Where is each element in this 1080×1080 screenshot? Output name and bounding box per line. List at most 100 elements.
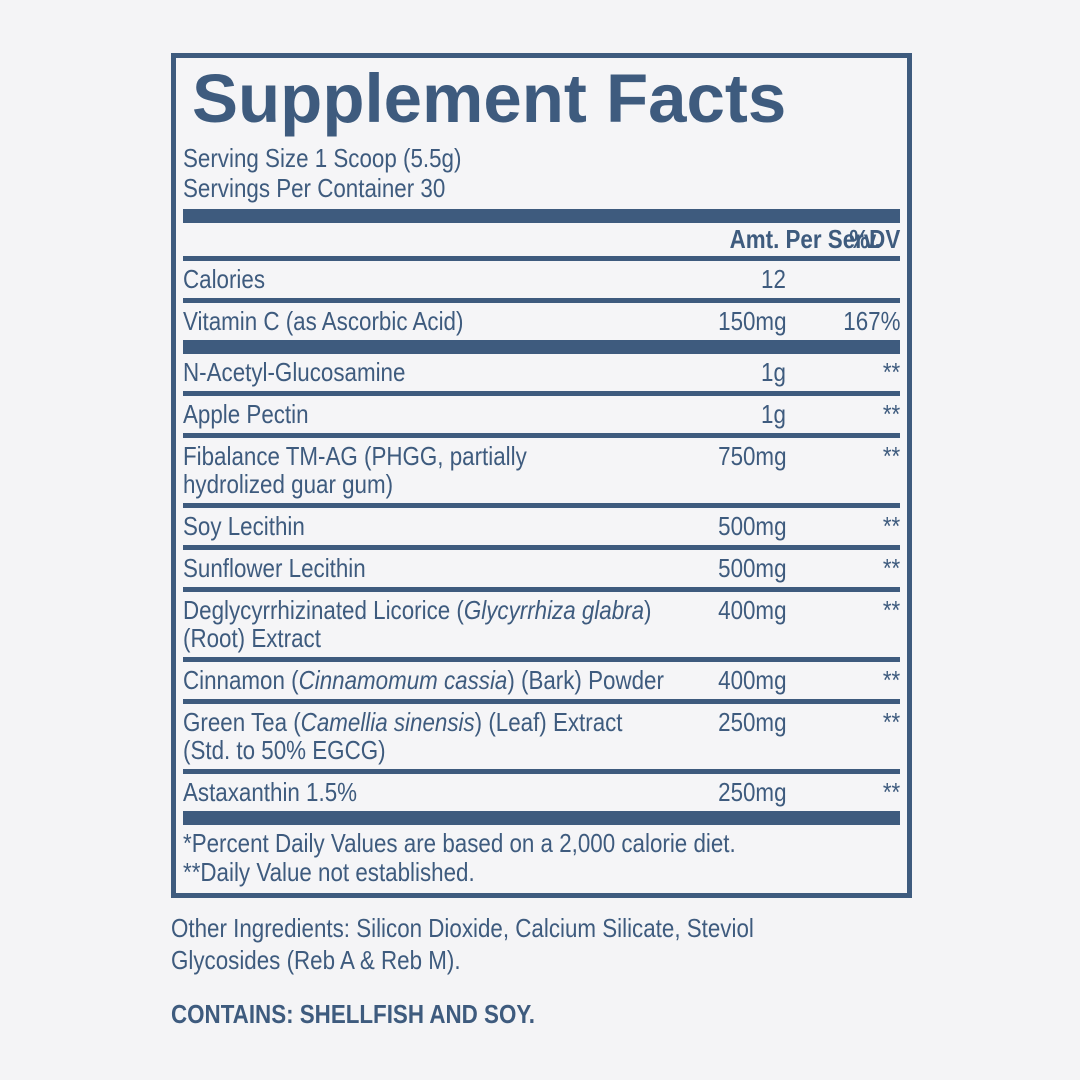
row-licorice: Deglycyrrhizinated Licorice (Glycyrrhiza… <box>183 592 900 657</box>
nutrient-name-text: Soy Lecithin <box>183 511 305 541</box>
footnote-daily-values: *Percent Daily Values are based on a 2,0… <box>183 829 900 858</box>
thick-divider-top <box>183 209 900 223</box>
amount-value: 400mg <box>705 596 800 624</box>
row-soy-lecithin: Soy Lecithin 500mg ** <box>183 508 900 545</box>
row-astaxanthin: Astaxanthin 1.5% 250mg ** <box>183 774 900 811</box>
nutrient-name-latin: Camellia sinensis <box>300 707 475 737</box>
serving-size-text: Serving Size 1 Scoop (5.5g) <box>183 143 462 173</box>
nutrient-name-text: Green Tea ( <box>183 707 301 737</box>
dv-value: ** <box>800 512 900 540</box>
thick-divider-middle <box>183 340 900 354</box>
amount-value: 1g <box>705 400 800 428</box>
amount-text: 400mg <box>717 665 786 695</box>
divider <box>183 699 900 704</box>
row-sunflower-lecithin: Sunflower Lecithin 500mg ** <box>183 550 900 587</box>
amount-text: 400mg <box>717 595 786 625</box>
divider <box>183 433 900 438</box>
nutrient-name: Apple Pectin <box>183 400 705 428</box>
dv-value: ** <box>800 442 900 470</box>
amount-text: 250mg <box>717 777 786 807</box>
nutrient-name-text: N-Acetyl-Glucosamine <box>183 357 406 387</box>
below-panel: Other Ingredients: Silicon Dioxide, Calc… <box>171 912 941 1030</box>
column-header-dv: %DV <box>800 225 900 253</box>
servings-per-container: Servings Per Container 30 <box>183 173 900 203</box>
nutrient-name-suffix: ) (Bark) Powder <box>507 665 664 695</box>
servings-per-container-text: Servings Per Container 30 <box>183 173 446 203</box>
dv-value: ** <box>800 400 900 428</box>
amount-value: 12 <box>705 265 800 293</box>
column-header-amount-text: Amt. Per Serv. <box>729 224 881 254</box>
other-ingredients-text: Other Ingredients: Silicon Dioxide, Calc… <box>171 913 754 975</box>
serving-size: Serving Size 1 Scoop (5.5g) <box>183 143 900 173</box>
divider <box>183 256 900 261</box>
supplement-facts-panel: Supplement Facts Serving Size 1 Scoop (5… <box>171 53 912 898</box>
nutrient-name-text: Deglycyrrhizinated Licorice ( <box>183 595 464 625</box>
dv-text: 167% <box>842 306 900 336</box>
allergen-statement-text: CONTAINS: SHELLFISH AND SOY. <box>171 999 535 1029</box>
amount-text: 500mg <box>717 553 786 583</box>
amount-text: 1g <box>761 357 786 387</box>
row-apple-pectin: Apple Pectin 1g ** <box>183 396 900 433</box>
dv-text: ** <box>882 441 900 471</box>
dv-text: ** <box>882 357 900 387</box>
nutrient-name-text: Apple Pectin <box>183 399 309 429</box>
divider <box>183 503 900 508</box>
footnote-not-established-text: **Daily Value not established. <box>183 857 475 887</box>
row-n-acetyl-glucosamine: N-Acetyl-Glucosamine 1g ** <box>183 354 900 391</box>
nutrient-name: Calories <box>183 265 705 293</box>
row-green-tea: Green Tea (Camellia sinensis) (Leaf) Ext… <box>183 704 900 769</box>
nutrient-name-text: Fibalance TM-AG (PHGG, partially hydroli… <box>183 441 527 499</box>
divider <box>183 545 900 550</box>
nutrient-name: Green Tea (Camellia sinensis) (Leaf) Ext… <box>183 708 705 764</box>
divider <box>183 657 900 662</box>
allergen-statement: CONTAINS: SHELLFISH AND SOY. <box>171 998 941 1030</box>
amount-value: 750mg <box>705 442 800 470</box>
nutrient-name-text: Cinnamon ( <box>183 665 299 695</box>
nutrient-name: Sunflower Lecithin <box>183 554 705 582</box>
nutrient-name: Cinnamon (Cinnamomum cassia) (Bark) Powd… <box>183 666 705 694</box>
dv-value: ** <box>800 778 900 806</box>
nutrient-name: Deglycyrrhizinated Licorice (Glycyrrhiza… <box>183 596 705 652</box>
nutrient-name-text: Vitamin C (as Ascorbic Acid) <box>183 306 464 336</box>
divider <box>183 769 900 774</box>
dv-value <box>800 265 900 293</box>
amount-text: 150mg <box>717 306 786 336</box>
nutrient-name: N-Acetyl-Glucosamine <box>183 358 705 386</box>
footnote-not-established: **Daily Value not established. <box>183 858 900 887</box>
dv-value: ** <box>800 358 900 386</box>
nutrient-name-text: Astaxanthin 1.5% <box>183 777 358 807</box>
amount-value: 250mg <box>705 708 800 736</box>
nutrient-name: Astaxanthin 1.5% <box>183 778 705 806</box>
panel-title: Supplement Facts <box>192 60 787 137</box>
dv-text: ** <box>882 511 900 541</box>
nutrient-name-text: Sunflower Lecithin <box>183 553 366 583</box>
row-cinnamon: Cinnamon (Cinnamomum cassia) (Bark) Powd… <box>183 662 900 699</box>
nutrient-name-suffix: ) (Leaf) Extract (Std. to 50% EGCG) <box>183 707 623 765</box>
dv-text: ** <box>882 665 900 695</box>
dv-text: ** <box>882 553 900 583</box>
footnote-daily-values-text: *Percent Daily Values are based on a 2,0… <box>183 828 736 858</box>
row-vitamin-c: Vitamin C (as Ascorbic Acid) 150mg 167% <box>183 303 900 340</box>
row-fibalance: Fibalance TM-AG (PHGG, partially hydroli… <box>183 438 900 503</box>
dv-text: ** <box>882 777 900 807</box>
divider <box>183 587 900 592</box>
column-header-row: Amt. Per Serv. %DV <box>183 223 900 256</box>
dv-text: ** <box>882 399 900 429</box>
dv-text: ** <box>882 707 900 737</box>
dv-value: ** <box>800 596 900 624</box>
dv-value: ** <box>800 708 900 736</box>
amount-text: 750mg <box>717 441 786 471</box>
thick-divider-bottom <box>183 811 900 825</box>
other-ingredients: Other Ingredients: Silicon Dioxide, Calc… <box>171 912 941 976</box>
amount-text: 12 <box>761 264 786 294</box>
amount-text: 500mg <box>717 511 786 541</box>
nutrient-name-latin: Cinnamomum cassia <box>298 665 508 695</box>
nutrient-name-latin: Glycyrrhiza glabra <box>463 595 645 625</box>
amount-value: 500mg <box>705 512 800 540</box>
amount-value: 250mg <box>705 778 800 806</box>
nutrient-name: Vitamin C (as Ascorbic Acid) <box>183 307 705 335</box>
column-header-amount: Amt. Per Serv. <box>705 225 881 253</box>
footnotes: *Percent Daily Values are based on a 2,0… <box>183 825 900 889</box>
dv-text: ** <box>882 595 900 625</box>
